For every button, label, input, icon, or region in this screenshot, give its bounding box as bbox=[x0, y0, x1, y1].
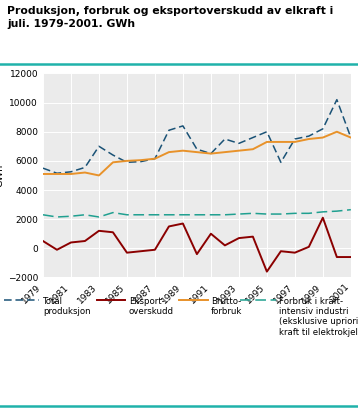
Text: Brutto-
forbruk: Brutto- forbruk bbox=[211, 297, 243, 316]
Y-axis label: GWh: GWh bbox=[0, 164, 5, 187]
Text: Forbruk i kraft-
intensiv industri
(eksklusive uprioritert
kraft til elektrokjel: Forbruk i kraft- intensiv industri (eksk… bbox=[279, 297, 358, 337]
Text: Eksport-
overskudd: Eksport- overskudd bbox=[129, 297, 174, 316]
Text: Total
produksjon: Total produksjon bbox=[43, 297, 91, 316]
Text: Produksjon, forbruk og eksportoverskudd av elkraft i
juli. 1979-2001. GWh: Produksjon, forbruk og eksportoverskudd … bbox=[7, 6, 333, 29]
